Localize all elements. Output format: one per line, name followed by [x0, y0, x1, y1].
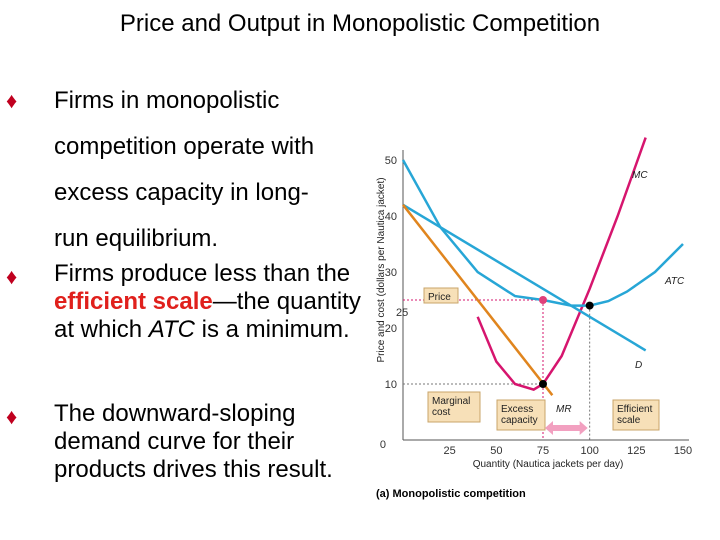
- curve-label-atc: ATC: [664, 276, 685, 287]
- slide-title: Price and Output in Monopolistic Competi…: [119, 10, 601, 37]
- bullet-2-text: is a minimum.: [194, 316, 350, 343]
- atc-term: ATC: [148, 316, 195, 343]
- efficient-scale-highlight: efficient scale: [54, 288, 213, 315]
- curve-label-d: D: [635, 360, 642, 371]
- bullet-icon: ♦: [6, 264, 18, 289]
- y-tick-label: 40: [385, 211, 397, 223]
- x-tick-label: 50: [490, 445, 502, 457]
- marginal-cost-label: Marginal: [432, 396, 470, 407]
- bullet-3-line: The downward-sloping: [54, 400, 296, 427]
- curve-d: [402, 203, 647, 352]
- x-tick-label: 75: [537, 445, 549, 457]
- bullet-3-line: demand curve for their: [54, 428, 295, 455]
- marginal-cost-label: cost: [432, 407, 451, 418]
- y-tick-label: 20: [385, 323, 397, 335]
- bullet-2-text: —the quantity at which: [54, 288, 361, 343]
- price-value-label: 25: [396, 307, 408, 319]
- excess-capacity-box: [496, 399, 546, 431]
- bullet-1-line: run equilibrium.: [54, 225, 219, 252]
- bullet-2-text: Firms produce less than the: [54, 260, 351, 287]
- efficient-scale-box: [612, 399, 660, 431]
- curve-mr: [402, 204, 554, 396]
- figure-caption: (a) Monopolistic competition: [376, 488, 526, 500]
- bullet-1-line: Firms in monopolistic: [54, 87, 280, 114]
- arrow-head-left: [545, 421, 553, 435]
- bullet-1: Firms in monopolistic competition operat…: [54, 78, 314, 262]
- excess-capacity-label: capacity: [501, 415, 538, 426]
- y-tick-label: 50: [385, 155, 397, 167]
- bullet-icon: ♦: [6, 404, 18, 429]
- efficient-scale-label: Efficient: [617, 404, 653, 415]
- y-tick-label: 30: [385, 267, 397, 279]
- curve-atc: [401, 159, 684, 307]
- curve-label-mc: MC: [632, 170, 648, 181]
- x-axis-title: Quantity (Nautica jackets per day): [473, 459, 624, 470]
- y-axis-title: Price and cost (dollars per Nautica jack…: [376, 177, 387, 362]
- equilibrium-point: [539, 296, 547, 304]
- bullet-3: The downward-sloping demand curve for th…: [54, 400, 333, 484]
- y-tick-label: 10: [385, 379, 397, 391]
- price-label-box: [423, 287, 459, 304]
- arrow-head-right: [579, 421, 588, 435]
- x-tick-label: 100: [580, 445, 598, 457]
- x-tick-label: 125: [627, 445, 645, 457]
- bullet-1-line: competition operate with: [54, 133, 315, 160]
- x-tick-label: 0: [380, 439, 386, 451]
- bullet-icon: ♦: [6, 88, 18, 113]
- x-tick-label: 150: [674, 445, 692, 457]
- bullet-1-line: excess capacity in long-: [54, 179, 309, 206]
- equilibrium-point: [539, 380, 547, 388]
- bullet-3-line: products drives this result.: [54, 456, 333, 483]
- price-label: Price: [428, 292, 451, 303]
- curve-label-mr: MR: [556, 404, 572, 415]
- excess-capacity-label: Excess: [501, 404, 533, 415]
- bullet-2: Firms produce less than the efficient sc…: [54, 260, 364, 344]
- marginal-cost-box: [427, 391, 481, 423]
- efficient-scale-label: scale: [617, 415, 641, 426]
- x-tick-label: 25: [444, 445, 456, 457]
- equilibrium-point: [585, 301, 594, 310]
